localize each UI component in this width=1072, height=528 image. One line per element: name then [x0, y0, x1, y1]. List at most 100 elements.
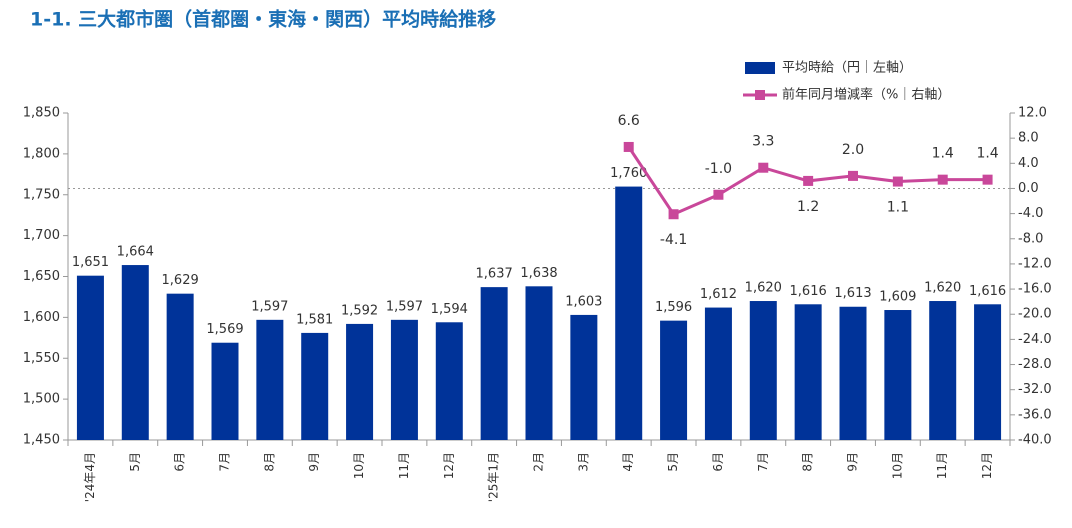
y2-tick-label: -40.0 [1018, 433, 1052, 448]
bar [256, 319, 284, 440]
bar-label: 1,638 [520, 266, 557, 281]
line-label: -1.0 [705, 161, 732, 177]
x-tick-label: 7月 [218, 452, 232, 472]
x-tick-label: 11月 [935, 452, 949, 479]
bar [166, 293, 194, 440]
x-tick-label: 8月 [262, 452, 276, 472]
chart-title: 1-1. 三大都市圏（首都圏・東海・関西）平均時給推移 [30, 8, 496, 31]
line-label: 1.1 [887, 200, 909, 216]
x-tick-label: '25年1月 [487, 452, 501, 502]
bar [121, 265, 149, 440]
x-tick-label: 12月 [442, 452, 456, 479]
bar [749, 301, 777, 440]
x-tick-label: 4月 [621, 452, 635, 472]
x-tick-label: 6月 [711, 452, 725, 472]
bar-label: 1,569 [206, 322, 243, 337]
x-tick-label: '24年4月 [83, 452, 97, 502]
x-tick-label: 10月 [352, 452, 366, 479]
line-label: 1.4 [932, 146, 954, 162]
y-tick-label: 1,600 [23, 310, 60, 325]
bar-label: 1,620 [924, 281, 961, 296]
marker [803, 175, 814, 186]
bar-label: 1,612 [700, 287, 737, 302]
bar-label: 1,609 [879, 290, 916, 305]
bar-label: 1,596 [655, 300, 692, 315]
bar-label: 1,620 [745, 281, 782, 296]
legend-label: 前年同月増減率（%｜右軸） [782, 87, 950, 103]
line-label: 6.6 [618, 113, 640, 129]
bar [615, 186, 643, 440]
bar [974, 304, 1002, 440]
line-label: 1.4 [976, 146, 998, 162]
bar-label: 1,629 [162, 273, 199, 288]
line-label: -4.1 [660, 232, 687, 248]
bar [435, 322, 463, 440]
y2-tick-label: 4.0 [1018, 156, 1039, 171]
y-tick-label: 1,700 [23, 228, 60, 243]
x-tick-label: 5月 [128, 452, 142, 472]
bar-label: 1,616 [969, 284, 1006, 299]
x-tick-label: 5月 [666, 452, 680, 472]
y2-tick-label: -4.0 [1018, 206, 1043, 221]
bar [660, 320, 688, 440]
y-tick-label: 1,450 [23, 433, 60, 448]
bar-label: 1,613 [834, 286, 871, 301]
line-label: 1.2 [797, 199, 819, 215]
bar [211, 342, 239, 440]
y2-tick-label: -36.0 [1018, 407, 1052, 422]
bar [346, 323, 374, 440]
marker [937, 174, 948, 185]
y2-tick-label: -28.0 [1018, 357, 1052, 372]
x-tick-label: 9月 [846, 452, 860, 472]
marker [713, 189, 724, 200]
y-tick-label: 1,650 [23, 269, 60, 284]
x-tick-label: 8月 [801, 452, 815, 472]
marker [848, 170, 858, 181]
marker [892, 176, 903, 187]
marker [668, 209, 679, 220]
x-tick-label: 3月 [576, 452, 590, 472]
legend-label: 平均時給（円｜左軸） [782, 61, 912, 76]
bar-label: 1,603 [565, 294, 602, 309]
legend-swatch [745, 62, 775, 74]
bar-label: 1,664 [117, 245, 154, 260]
x-tick-label: 6月 [173, 452, 187, 472]
x-tick-label: 11月 [397, 452, 411, 479]
bar-label: 1,651 [72, 255, 109, 270]
marker [623, 141, 634, 152]
x-tick-label: 7月 [756, 452, 770, 472]
y2-tick-label: -12.0 [1018, 256, 1052, 271]
legend-swatch [755, 90, 765, 100]
bar [390, 319, 418, 440]
y2-tick-label: -20.0 [1018, 307, 1052, 322]
marker [758, 162, 769, 173]
bar [525, 286, 553, 440]
line-label: 3.3 [752, 134, 774, 150]
y2-tick-label: -8.0 [1018, 231, 1043, 246]
bar [884, 310, 912, 440]
bar [480, 287, 508, 440]
y-tick-label: 1,550 [23, 351, 60, 366]
bar [704, 307, 732, 440]
x-tick-label: 2月 [532, 452, 546, 472]
y2-tick-label: 8.0 [1018, 131, 1039, 146]
bar [794, 304, 822, 440]
bar-label: 1,581 [296, 312, 333, 327]
bar [839, 306, 867, 440]
bar [929, 301, 957, 440]
bar-label: 1,592 [341, 303, 378, 318]
y-tick-label: 1,800 [23, 146, 60, 161]
y2-tick-label: -16.0 [1018, 282, 1052, 297]
y-tick-label: 1,500 [23, 392, 60, 407]
y-tick-label: 1,850 [23, 106, 60, 121]
x-tick-label: 12月 [980, 452, 994, 479]
x-tick-label: 9月 [307, 452, 321, 472]
bar [570, 314, 598, 440]
bar-label: 1,594 [431, 302, 468, 317]
marker [982, 174, 993, 185]
y2-tick-label: -24.0 [1018, 332, 1052, 347]
y2-tick-label: 12.0 [1018, 106, 1047, 121]
bar-label: 1,637 [476, 267, 513, 282]
bar-label: 1,616 [790, 284, 827, 299]
